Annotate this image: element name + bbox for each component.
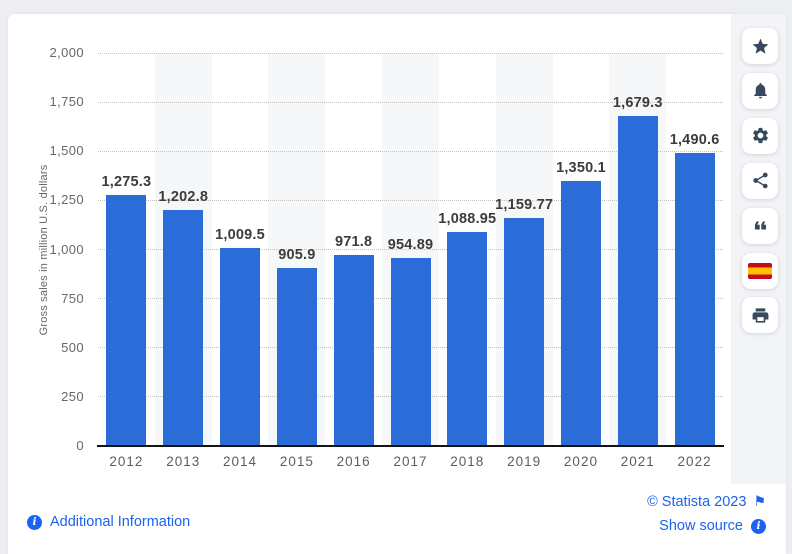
chart-bar[interactable] [447, 232, 488, 446]
show-source-link[interactable]: Show source i [659, 518, 766, 534]
chart-bar[interactable] [220, 247, 261, 446]
chart-bar[interactable] [163, 209, 204, 446]
printer-icon [752, 308, 768, 323]
chart-bar[interactable] [333, 255, 374, 446]
print-button[interactable] [742, 297, 778, 334]
y-tick-label: 2,000 [49, 45, 84, 60]
bar-value-label: 971.8 [335, 234, 373, 251]
report-flag-icon: ⚑ [753, 494, 766, 510]
bar-value-label: 905.9 [278, 246, 316, 263]
notification-button[interactable] [742, 72, 778, 109]
gridline [98, 150, 723, 152]
x-axis-line [97, 445, 724, 447]
bar-value-label: 1,275.3 [101, 174, 152, 191]
y-tick-label: 1,750 [49, 94, 84, 110]
settings-button[interactable] [742, 117, 778, 154]
y-tick-label: 1,250 [49, 192, 84, 208]
chart-bar[interactable] [504, 218, 545, 446]
spain-flag-icon [748, 262, 772, 279]
quote-icon [754, 221, 766, 230]
y-tick-label: 0 [76, 438, 84, 453]
x-tick-label: 2016 [336, 454, 371, 469]
show-source-label: Show source [659, 518, 743, 534]
copyright-label: © Statista 2023 [647, 494, 747, 510]
x-tick-label: 2015 [279, 454, 314, 469]
star-icon [752, 38, 768, 54]
chart-bar[interactable] [560, 180, 601, 446]
gridline [98, 52, 723, 54]
gridline [98, 101, 723, 103]
chart-bar[interactable] [674, 153, 715, 446]
additional-information-link[interactable]: i Additional Information [27, 514, 190, 530]
bell-icon [753, 83, 767, 99]
bar-value-label: 1,202.8 [158, 188, 209, 205]
bar-value-label: 1,679.3 [612, 95, 663, 112]
bar-value-label: 1,159.77 [495, 197, 554, 214]
gear-icon [752, 128, 768, 144]
gridline [98, 249, 723, 250]
favorite-button[interactable] [742, 28, 778, 64]
bar-value-label: 1,009.5 [215, 226, 265, 243]
share-button[interactable] [742, 162, 778, 199]
x-tick-label: 2013 [166, 454, 201, 469]
x-tick-label: 2014 [223, 454, 258, 469]
x-tick-label: 2019 [507, 454, 542, 469]
y-tick-label: 500 [61, 339, 84, 355]
statista-copyright-link[interactable]: © Statista 2023 ⚑ [647, 494, 766, 510]
y-tick-label: 250 [61, 388, 84, 404]
y-tick-label: 750 [61, 290, 84, 306]
bar-value-label: 1,088.95 [438, 211, 497, 228]
x-tick-label: 2017 [393, 454, 428, 469]
citation-button[interactable] [742, 207, 778, 244]
x-tick-label: 2022 [677, 454, 712, 469]
x-tick-label: 2012 [109, 454, 144, 469]
additional-information-label: Additional Information [50, 514, 191, 530]
x-tick-label: 2020 [563, 454, 598, 469]
info-circle-icon: i [27, 514, 42, 530]
y-tick-label: 1,000 [49, 241, 84, 257]
y-tick-label: 1,500 [49, 143, 84, 159]
bar-value-label: 954.89 [387, 237, 434, 254]
bar-value-label: 1,490.6 [669, 132, 720, 149]
chart-bar[interactable] [617, 116, 658, 446]
chart-bar[interactable] [390, 258, 431, 446]
chart-bar[interactable] [276, 267, 317, 446]
info-circle-icon: i [751, 518, 766, 534]
x-tick-label: 2021 [620, 454, 655, 469]
gridline [98, 199, 723, 201]
x-tick-label: 2018 [450, 454, 485, 469]
bar-value-label: 1,350.1 [556, 159, 606, 176]
chart-bar[interactable] [106, 195, 147, 446]
share-icon [752, 172, 768, 189]
language-spanish-button[interactable] [742, 252, 778, 289]
